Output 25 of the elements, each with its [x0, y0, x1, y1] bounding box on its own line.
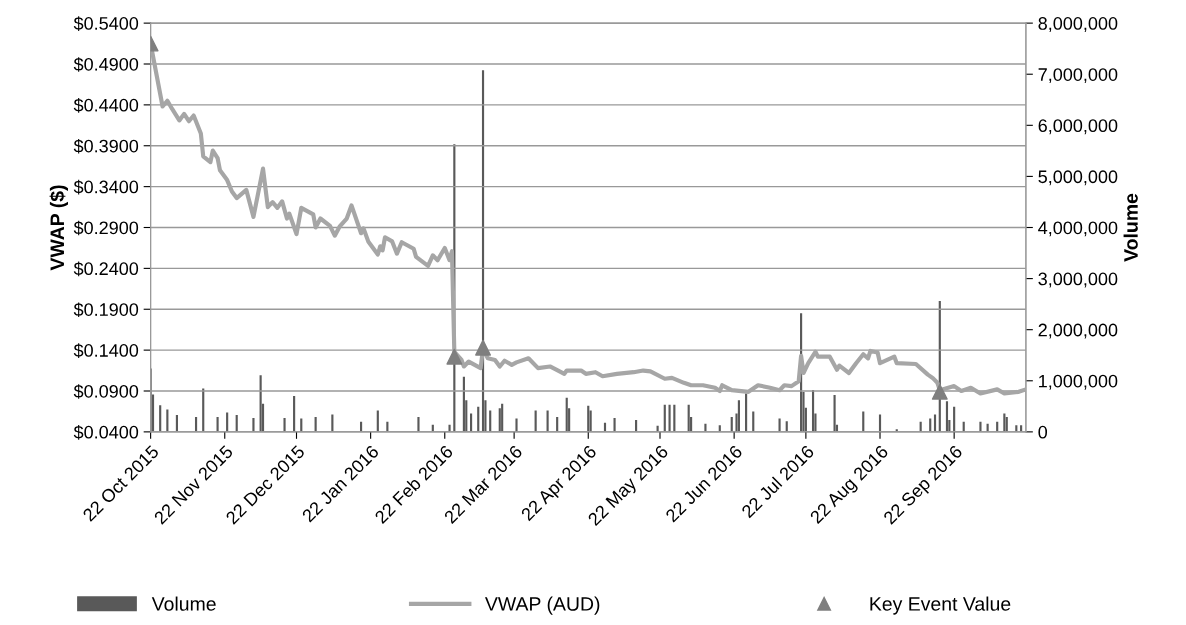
y-tick-label: $0.4400: [73, 98, 139, 113]
y-tick-label: $0.1400: [73, 343, 139, 358]
y-tick-label: $0.2400: [73, 261, 139, 277]
y2-tick-label: 7,000,000: [1038, 68, 1118, 84]
y-tick-label: $0.5400: [73, 16, 139, 31]
y-tick-label: $0.0900: [73, 384, 139, 399]
legend-label: VWAP (AUD): [484, 596, 600, 615]
y2-axis-title: Volume: [1123, 193, 1138, 262]
y-tick-label: $0.3900: [73, 138, 139, 154]
y-tick-label: $0.2900: [73, 220, 139, 236]
y2-tick-label: 2,000,000: [1038, 323, 1118, 339]
y-tick-label: $0.3400: [73, 179, 139, 195]
y2-tick-label: 4,000,000: [1038, 221, 1118, 237]
y-tick-label: $0.0400: [73, 425, 139, 440]
y2-tick-label: 1,000,000: [1039, 374, 1118, 390]
y2-tick-label: 0: [1038, 425, 1048, 439]
y-tick-label: $0.1900: [73, 302, 139, 318]
y2-tick-label: 5,000,000: [1038, 170, 1118, 186]
y2-tick-label: 6,000,000: [1038, 119, 1118, 135]
legend-label: Key Event Value: [870, 596, 1011, 615]
y2-tick-label: 8,000,000: [1038, 17, 1118, 32]
legend-label: Volume: [151, 596, 216, 611]
y-tick-label: $0.4900: [73, 57, 139, 72]
y2-tick-label: 3,000,000: [1038, 272, 1118, 288]
y-axis-title: VWAP ($): [49, 185, 68, 271]
